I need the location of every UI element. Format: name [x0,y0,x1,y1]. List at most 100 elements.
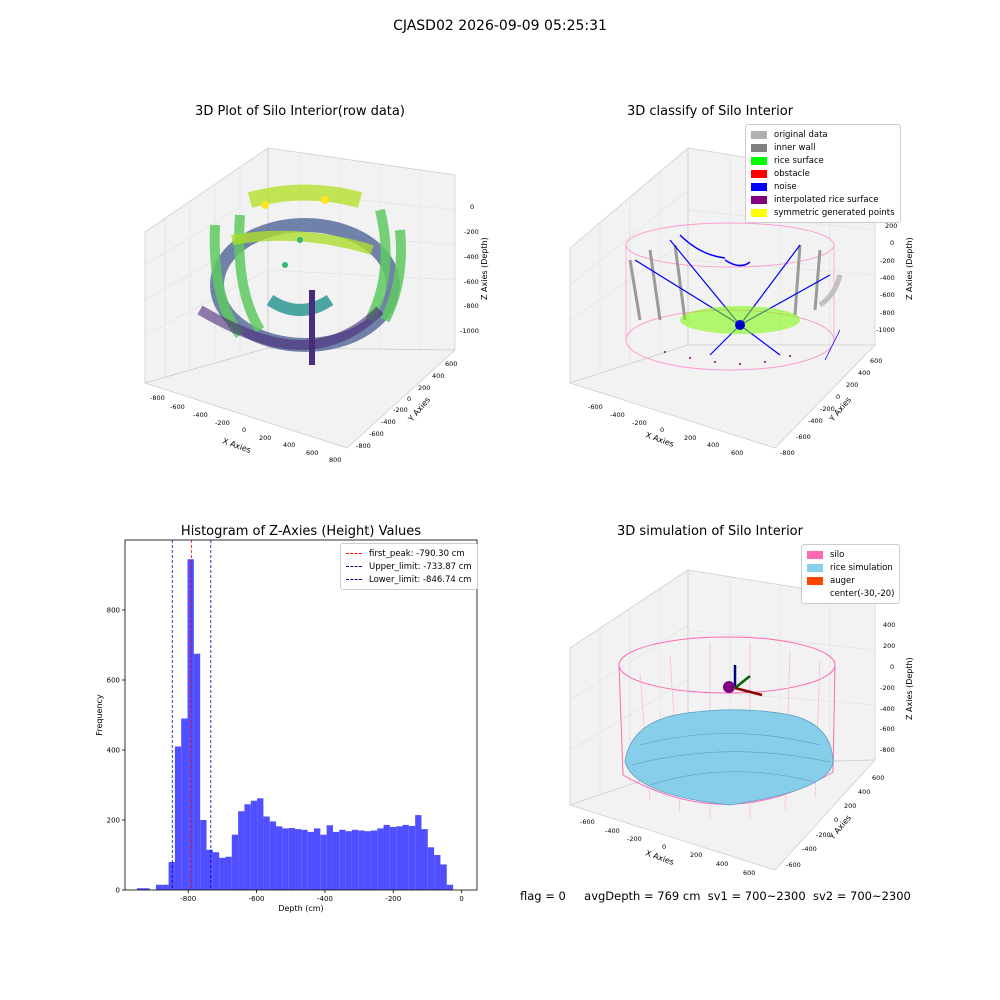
histogram-xtick-label: -200 [385,895,401,903]
legend-swatch [751,182,767,191]
classify-xtick: -200 [632,419,647,427]
classify-ytick: 600 [870,357,882,365]
histogram-bar [332,831,340,890]
legend-swatch [751,156,767,165]
histogram-bar [143,888,150,890]
simulation-xtick-labels: -600 -400 -200 0 200 400 600 [580,818,755,877]
simulation-xtick: -200 [627,835,642,843]
raw-plot-title: 3D Plot of Silo Interior(row data) [195,104,405,119]
histogram-bar [276,826,283,890]
legend-line [346,553,362,554]
simulation-xtick: 400 [716,860,728,868]
simulation-ztick: 200 [883,642,895,650]
histogram-bar [364,831,371,890]
histogram-yticks: 0 200 400 600 800 [107,607,125,895]
raw-xtick: 0 [242,426,246,434]
histogram-bar [200,820,207,890]
simulation-xtick: 0 [662,843,666,851]
histogram-bar [358,830,365,890]
simulation-xtick: 200 [690,851,702,859]
legend-item-rice-simulation: rice simulation [807,561,894,574]
raw-3d-plot: -800 -600 -400 -200 0 200 400 600 800 X … [143,147,489,464]
histogram-bar [415,815,422,890]
classify-ytick: 0 [836,393,840,401]
raw-ztick: -200 [464,228,479,236]
classify-ztick: -1000 [876,326,895,334]
classify-ytick: -600 [796,433,811,441]
simulation-ztick: -400 [880,705,895,713]
simulation-ytick: -600 [786,861,801,869]
histogram-vlines [171,540,212,890]
classify-ztick: -800 [880,309,895,317]
legend-item-obstacle: obstacle [751,167,895,180]
raw-xtick: 800 [329,456,341,464]
legend-swatch [807,576,823,585]
histogram-bar [193,653,201,890]
classify-xtick: 600 [731,449,743,457]
legend-swatch [751,169,767,178]
classify-ztick: 0 [890,239,894,247]
histogram-ytick-label: 800 [107,607,120,615]
raw-ztick: 0 [470,203,474,211]
legend-line [346,579,362,580]
histogram-bar [320,834,327,890]
classify-3d-plot: -600 -400 -200 0 200 400 600 X Axies 600… [568,147,914,457]
histogram-bar [269,821,277,890]
raw-xtick-labels: -800 -600 -400 -200 0 200 400 600 800 [150,394,341,464]
status-sv1: sv1 = 700~2300 [707,889,806,903]
raw-ztick: -600 [464,278,479,286]
histogram-bar [187,559,194,890]
simulation-ztick: 0 [890,663,894,671]
raw-ztick: -400 [464,253,479,261]
raw-xtick: -800 [150,394,165,402]
histogram-xtick-label: 0 [459,895,463,903]
histogram-bar [408,825,416,890]
raw-ztick-labels: 0 -200 -400 -600 -800 -1000 [460,203,479,335]
histogram-ylabel: Frequency [95,694,104,736]
histogram-bar [219,857,226,890]
raw-ytick: -400 [381,418,396,426]
histogram-bar [212,852,220,890]
legend-swatch [807,590,823,598]
histogram-frame [124,539,478,891]
raw-ztick: -1000 [460,327,479,335]
classify-ytick: 200 [846,381,858,389]
histogram-ytick-label: 400 [107,747,120,755]
histogram-bar [389,827,397,890]
simulation-ytick: 200 [844,802,856,810]
status-sv2: sv2 = 700~2300 [812,889,911,903]
raw-ytick: -600 [369,430,384,438]
classify-plot-title: 3D classify of Silo Interior [626,104,794,119]
classify-ztick: 200 [885,222,897,230]
classify-ztick: -400 [880,274,895,282]
histogram-bar [206,849,213,890]
legend-swatch [751,143,767,152]
histogram-bar [396,826,403,890]
histogram-bar [351,829,359,890]
histogram-bar [370,830,378,890]
raw-xtick: -200 [215,419,230,427]
raw-xtick: 200 [259,434,271,442]
raw-ytick: 0 [407,395,411,403]
classify-ytick: 400 [858,369,870,377]
histogram-bar [162,884,169,890]
histogram-bar [402,824,409,890]
simulation-ztick-labels: 400 200 0 -200 -400 -600 -800 [880,621,895,754]
legend-swatch [751,195,767,204]
simulation-model [618,636,836,818]
classify-ytick: -800 [780,449,795,457]
simulation-ztick: -600 [880,725,895,733]
classify-xtick: 200 [684,434,696,442]
legend-item-original-data: original data [751,128,895,141]
classify-ytick: -200 [820,405,835,413]
histogram-bar [250,800,258,890]
histogram-bar [326,825,333,890]
histogram-bar [434,855,441,890]
legend-swatch [751,208,767,217]
histogram-bar [307,831,314,890]
raw-xtick: -400 [193,411,208,419]
histogram-bar [446,884,454,890]
histogram-bar [377,828,384,890]
histogram-xtick-label: -400 [317,895,333,903]
simulation-ytick: -400 [802,845,817,853]
